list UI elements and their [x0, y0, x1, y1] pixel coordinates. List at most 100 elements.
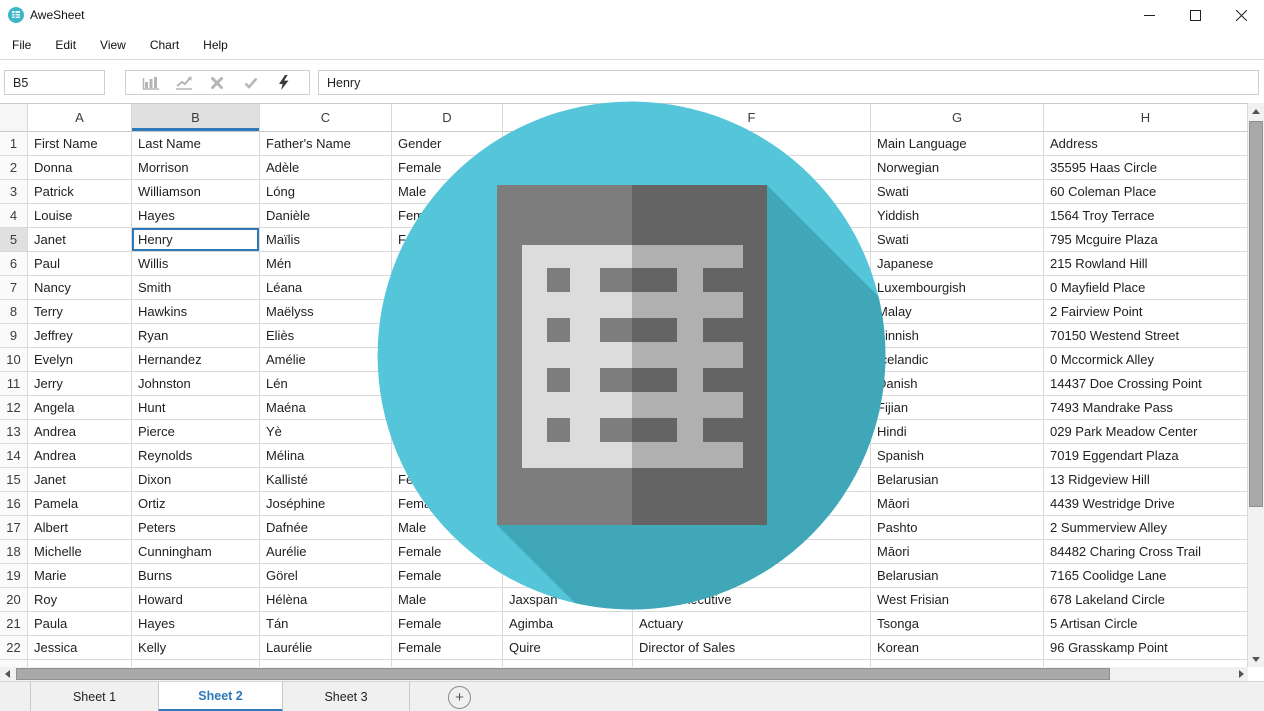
- cell-reference-input[interactable]: [4, 70, 105, 95]
- cell-C5[interactable]: Maïlis: [260, 228, 392, 252]
- cell-H13[interactable]: 029 Park Meadow Center: [1044, 420, 1248, 444]
- cell-A4[interactable]: Louise: [28, 204, 132, 228]
- cell-D7[interactable]: [392, 276, 503, 300]
- cell-E5[interactable]: [503, 228, 633, 252]
- cell-F6[interactable]: [633, 252, 871, 276]
- horizontal-scrollbar[interactable]: [0, 667, 1248, 681]
- cell-F16[interactable]: [633, 492, 871, 516]
- cell-H8[interactable]: 2 Fairview Point: [1044, 300, 1248, 324]
- cell-C12[interactable]: Maéna: [260, 396, 392, 420]
- cell-E15[interactable]: [503, 468, 633, 492]
- cell-F18[interactable]: [633, 540, 871, 564]
- cell-D14[interactable]: [392, 444, 503, 468]
- cell-D5[interactable]: Female: [392, 228, 503, 252]
- cell-E8[interactable]: [503, 300, 633, 324]
- bar-chart-icon[interactable]: [139, 73, 163, 93]
- cell-E17[interactable]: [503, 516, 633, 540]
- cell-A1[interactable]: First Name: [28, 132, 132, 156]
- cell-C11[interactable]: Lén: [260, 372, 392, 396]
- cell-D2[interactable]: Female: [392, 156, 503, 180]
- cell-D22[interactable]: Female: [392, 636, 503, 660]
- cell-A14[interactable]: Andrea: [28, 444, 132, 468]
- column-header-C[interactable]: C: [260, 104, 392, 132]
- cell-F2[interactable]: [633, 156, 871, 180]
- cell-B10[interactable]: Hernandez: [132, 348, 260, 372]
- row-header-22[interactable]: 22: [0, 636, 28, 660]
- cell-H15[interactable]: 13 Ridgeview Hill: [1044, 468, 1248, 492]
- cell-C6[interactable]: Mén: [260, 252, 392, 276]
- cell-D17[interactable]: Male: [392, 516, 503, 540]
- cell-E10[interactable]: [503, 348, 633, 372]
- cell-B17[interactable]: Peters: [132, 516, 260, 540]
- cell-C2[interactable]: Adèle: [260, 156, 392, 180]
- cell-A17[interactable]: Albert: [28, 516, 132, 540]
- cell-H17[interactable]: 2 Summerview Alley: [1044, 516, 1248, 540]
- horizontal-scrollbar-thumb[interactable]: [16, 668, 1110, 680]
- cell-A21[interactable]: Paula: [28, 612, 132, 636]
- minimize-button[interactable]: [1126, 0, 1172, 30]
- cell-D11[interactable]: [392, 372, 503, 396]
- cell-F4[interactable]: [633, 204, 871, 228]
- cell-E9[interactable]: [503, 324, 633, 348]
- row-header-14[interactable]: 14: [0, 444, 28, 468]
- row-header-10[interactable]: 10: [0, 348, 28, 372]
- cell-C15[interactable]: Kallisté: [260, 468, 392, 492]
- close-button[interactable]: [1218, 0, 1264, 30]
- cell-E12[interactable]: [503, 396, 633, 420]
- cell-G13[interactable]: Hindi: [871, 420, 1044, 444]
- cell-B16[interactable]: Ortiz: [132, 492, 260, 516]
- cell-B22[interactable]: Kelly: [132, 636, 260, 660]
- cell-C16[interactable]: Joséphine: [260, 492, 392, 516]
- cell-G17[interactable]: Pashto: [871, 516, 1044, 540]
- cell-D10[interactable]: [392, 348, 503, 372]
- cell-C4[interactable]: Danièle: [260, 204, 392, 228]
- row-header-7[interactable]: 7: [0, 276, 28, 300]
- cell-H10[interactable]: 0 Mccormick Alley: [1044, 348, 1248, 372]
- cell-D15[interactable]: Female: [392, 468, 503, 492]
- cell-H1[interactable]: Address: [1044, 132, 1248, 156]
- cell-G9[interactable]: Finnish: [871, 324, 1044, 348]
- cell-C17[interactable]: Dafnée: [260, 516, 392, 540]
- cell-A16[interactable]: Pamela: [28, 492, 132, 516]
- cell-E1[interactable]: [503, 132, 633, 156]
- tab-sheet-3[interactable]: Sheet 3: [283, 682, 410, 711]
- cell-G21[interactable]: Tsonga: [871, 612, 1044, 636]
- cell-B8[interactable]: Hawkins: [132, 300, 260, 324]
- cell-H9[interactable]: 70150 Westend Street: [1044, 324, 1248, 348]
- cell-G16[interactable]: Māori: [871, 492, 1044, 516]
- cell-E14[interactable]: [503, 444, 633, 468]
- row-header-9[interactable]: 9: [0, 324, 28, 348]
- row-header-8[interactable]: 8: [0, 300, 28, 324]
- cell-G3[interactable]: Swati: [871, 180, 1044, 204]
- cell-F20[interactable]: Sales Executive: [633, 588, 871, 612]
- row-header-5[interactable]: 5: [0, 228, 28, 252]
- column-header-G[interactable]: G: [871, 104, 1044, 132]
- cell-E11[interactable]: [503, 372, 633, 396]
- cell-B18[interactable]: Cunningham: [132, 540, 260, 564]
- cell-F3[interactable]: [633, 180, 871, 204]
- cell-B21[interactable]: Hayes: [132, 612, 260, 636]
- cell-A15[interactable]: Janet: [28, 468, 132, 492]
- menu-view[interactable]: View: [100, 37, 126, 52]
- cell-D1[interactable]: Gender: [392, 132, 503, 156]
- cell-A9[interactable]: Jeffrey: [28, 324, 132, 348]
- cell-B19[interactable]: Burns: [132, 564, 260, 588]
- cell-B14[interactable]: Reynolds: [132, 444, 260, 468]
- cell-D23[interactable]: [392, 660, 503, 667]
- column-header-B[interactable]: B: [132, 104, 260, 132]
- row-header-21[interactable]: 21: [0, 612, 28, 636]
- cell-D6[interactable]: [392, 252, 503, 276]
- cell-H21[interactable]: 5 Artisan Circle: [1044, 612, 1248, 636]
- cell-C21[interactable]: Tán: [260, 612, 392, 636]
- cell-G8[interactable]: Malay: [871, 300, 1044, 324]
- cell-F11[interactable]: [633, 372, 871, 396]
- scroll-right-icon[interactable]: [1234, 667, 1248, 681]
- cell-G11[interactable]: Danish: [871, 372, 1044, 396]
- cell-G2[interactable]: Norwegian: [871, 156, 1044, 180]
- cell-H12[interactable]: 7493 Mandrake Pass: [1044, 396, 1248, 420]
- formula-input[interactable]: [318, 70, 1259, 95]
- cell-A23[interactable]: [28, 660, 132, 667]
- cell-B7[interactable]: Smith: [132, 276, 260, 300]
- cell-E4[interactable]: [503, 204, 633, 228]
- cell-B2[interactable]: Morrison: [132, 156, 260, 180]
